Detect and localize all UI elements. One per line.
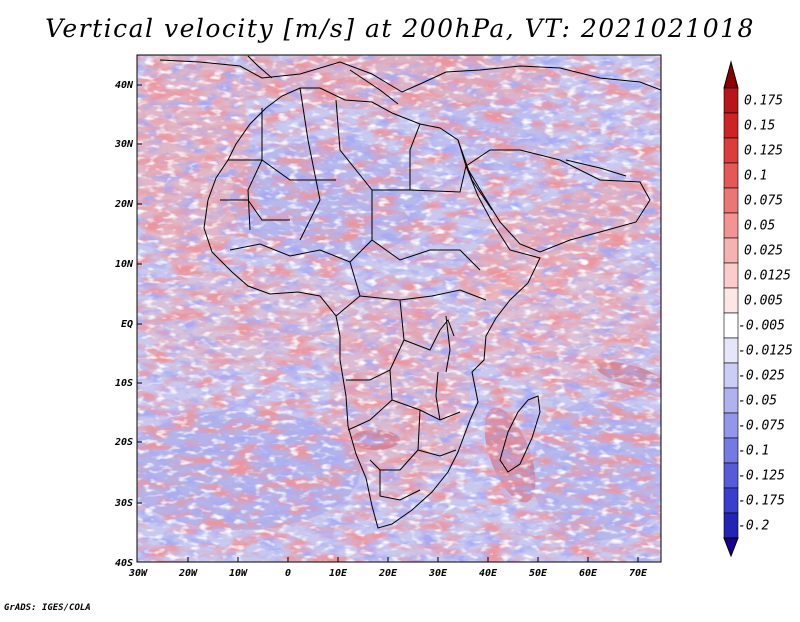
colorbar-swatch (723, 412, 739, 439)
colorbar-label: -0.1 (738, 444, 769, 459)
lon-label: 20W (178, 568, 198, 579)
colorbar-swatch (723, 112, 739, 139)
colorbar-bottom-arrow (723, 537, 739, 558)
lat-label: 30N (114, 139, 134, 150)
colorbar-label: -0.175 (738, 494, 785, 509)
longitude-axis: 30W 20W 10W 0 10E 20E 30E 40E 50E 60E 70… (128, 568, 648, 579)
lat-label: 20S (114, 437, 133, 448)
colorbar-label: -0.2 (738, 519, 769, 534)
lon-ticks (187, 557, 639, 562)
colorbar-label: -0.075 (738, 419, 785, 434)
colorbar-swatch (723, 487, 739, 514)
lat-label: 30S (114, 498, 133, 509)
colorbar-swatch (723, 137, 739, 164)
colorbar-label: 0.025 (744, 244, 783, 259)
colorbar-label: 0.075 (744, 194, 783, 209)
coastlines (159, 55, 661, 529)
lon-label: 0 (285, 568, 291, 579)
colorbar: 0.175 0.15 0.125 0.1 0.075 0.05 0.025 0.0125 0.0… (723, 60, 793, 558)
colorbar-swatch (723, 287, 739, 314)
colorbar-label: 0.005 (744, 294, 783, 309)
latitude-axis: 40N 30N 20N 10N EQ 10S 20S 30S 40S (114, 80, 134, 569)
colorbar-swatch (723, 387, 739, 414)
lon-label: 60E (579, 568, 598, 579)
lon-label: 10E (329, 568, 348, 579)
credit-text: GrADS: IGES/COLA (4, 603, 91, 613)
colorbar-swatch (723, 437, 739, 464)
lat-ticks (137, 84, 142, 504)
colorbar-top-arrow (723, 60, 739, 89)
colorbar-label: -0.125 (738, 469, 785, 484)
colorbar-label: -0.005 (738, 319, 785, 334)
colorbar-swatch (723, 212, 739, 239)
colorbar-label: 0.1 (744, 169, 767, 184)
colorbar-label: 0.05 (744, 219, 775, 234)
colorbar-label: -0.0125 (738, 344, 793, 359)
colorbar-label: -0.05 (738, 394, 777, 409)
lon-label: 30E (428, 568, 448, 579)
colorbar-swatch (723, 337, 739, 364)
colorbar-swatch (723, 187, 739, 214)
colorbar-swatch (723, 262, 739, 289)
colorbar-swatch (723, 162, 739, 189)
lon-label: 50E (529, 568, 548, 579)
colorbar-swatch (723, 312, 739, 339)
lat-label: 40S (115, 558, 133, 569)
colorbar-swatch (723, 237, 739, 264)
chart-title: Vertical velocity [m/s] at 200hPa, VT: 2… (45, 14, 755, 43)
velocity-field (137, 55, 661, 562)
lat-label: 20N (114, 199, 134, 210)
lon-label: 20E (378, 568, 398, 579)
map-frame (136, 54, 662, 563)
colorbar-label: 0.15 (744, 119, 775, 134)
colorbar-swatch (723, 87, 739, 114)
colorbar-label: 0.125 (744, 144, 783, 159)
lon-label: 70E (629, 568, 648, 579)
lat-label: 10S (115, 378, 133, 389)
lon-label: 10W (229, 568, 248, 579)
colorbar-swatch (723, 362, 739, 389)
lon-label: 30W (128, 568, 148, 579)
colorbar-swatch (723, 462, 739, 489)
colorbar-label: 0.175 (744, 94, 783, 109)
lat-label: 40N (115, 80, 134, 91)
colorbar-swatch (723, 512, 739, 539)
colorbar-label: -0.025 (738, 369, 785, 384)
colorbar-label: 0.0125 (744, 269, 791, 284)
lon-label: 40E (479, 568, 498, 579)
lat-label: EQ (121, 319, 133, 330)
lat-label: 10N (115, 259, 134, 270)
